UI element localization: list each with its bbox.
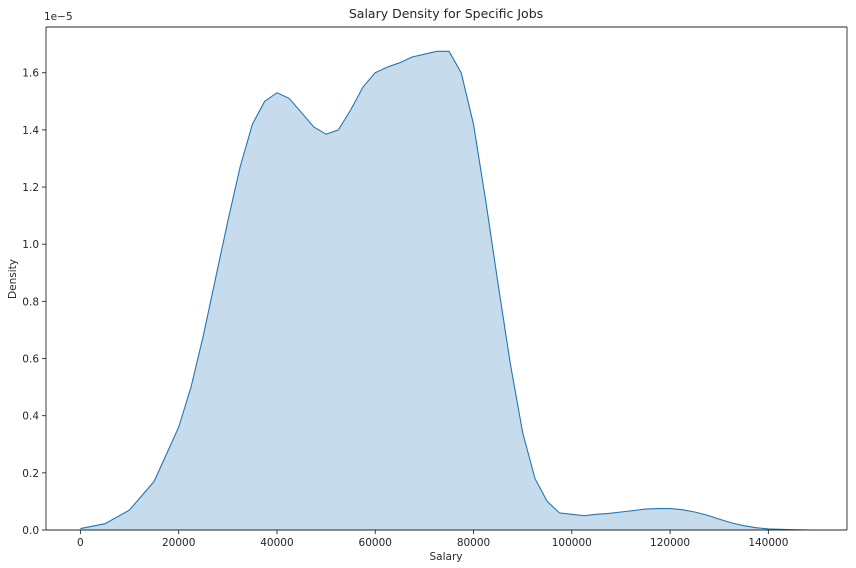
y-tick-label: 0.0 [22, 525, 39, 537]
y-tick-label: 1.2 [22, 182, 39, 194]
x-tick-label: 20000 [162, 537, 195, 549]
y-tick-label: 1.4 [22, 125, 39, 137]
x-axis-label: Salary [430, 551, 463, 563]
y-tick-label: 0.6 [22, 354, 39, 366]
y-offset-label: 1e−5 [44, 11, 73, 23]
y-tick-label: 1.6 [22, 68, 39, 80]
y-tick-label: 0.8 [22, 296, 39, 308]
x-tick-label: 140000 [748, 537, 788, 549]
density-line [80, 50, 813, 531]
y-tick-label: 1.0 [22, 239, 39, 251]
plot-area: 0 20000 40000 60000 80000 100000 120000 140000 0… [22, 26, 848, 549]
chart-title: Salary Density for Specific Jobs [349, 6, 543, 21]
x-tick-label: 120000 [650, 537, 690, 549]
y-axis-label: Density [7, 259, 19, 299]
x-tick-label: 0 [77, 537, 84, 549]
y-tick-label: 0.2 [22, 468, 39, 480]
y-tick-label: 0.4 [22, 411, 39, 423]
x-tick-label: 80000 [457, 537, 490, 549]
x-tick-label: 40000 [260, 537, 293, 549]
x-tick-label: 60000 [359, 537, 392, 549]
density-area [80, 51, 813, 531]
x-tick-label: 100000 [552, 537, 592, 549]
